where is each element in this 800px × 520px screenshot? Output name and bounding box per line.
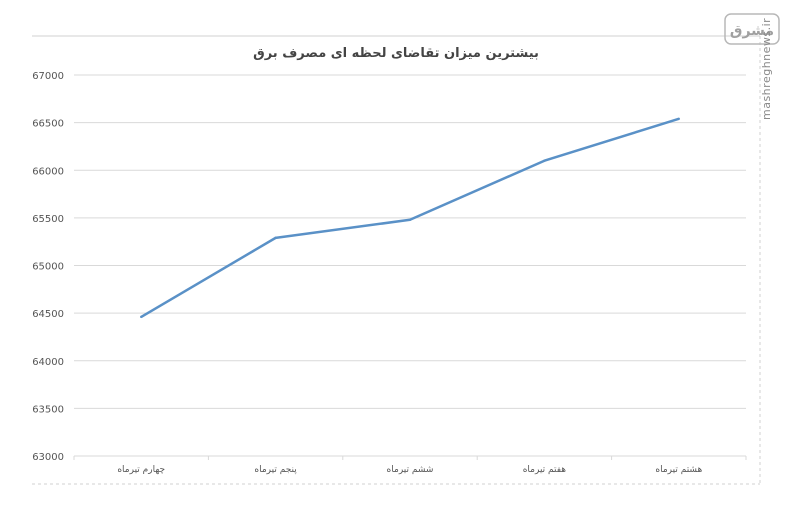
chart-title: بیشترین میزان تقاضای لحظه ای مصرف برق [253,46,539,61]
y-tick-label: 66500 [32,119,64,130]
y-tick-label: 63000 [32,452,64,463]
mashregh-logo: مشرق [723,8,781,50]
y-tick-label: 65000 [32,262,64,273]
x-tick-label: چهارم تیرماه [117,465,165,475]
x-axis-ticks: چهارم تیرماه پنجم تیرماه ششم تیرماه هفتم تی… [73,456,747,475]
data-point [543,159,546,162]
series [140,117,680,319]
logo-mark-icon: مشرق [724,13,780,45]
data-point [140,315,143,319]
x-tick-label: ششم تیرماه [387,465,434,475]
y-tick-label: 63500 [32,404,64,415]
y-tick-label: 64500 [32,309,64,320]
x-tick-label: هفتم تیرماه [523,465,567,475]
data-point [408,218,412,221]
data-point [274,236,277,240]
logo-text: مشرق [730,23,774,39]
y-tick-label: 67000 [32,71,64,82]
data-point [677,117,680,121]
site-watermark: mashreghnews.ir [760,17,773,120]
y-tick-label: 66000 [32,166,64,177]
x-tick-label: هشتم تیرماه [655,465,702,475]
y-tick-label: 65500 [32,214,64,225]
y-tick-label: 64000 [32,357,64,368]
grid [74,74,746,457]
y-axis-ticks: 63000 63500 64000 64500 65000 65500 66000 66500… [32,71,64,463]
x-tick-label: پنجم تیرماه [254,465,297,475]
